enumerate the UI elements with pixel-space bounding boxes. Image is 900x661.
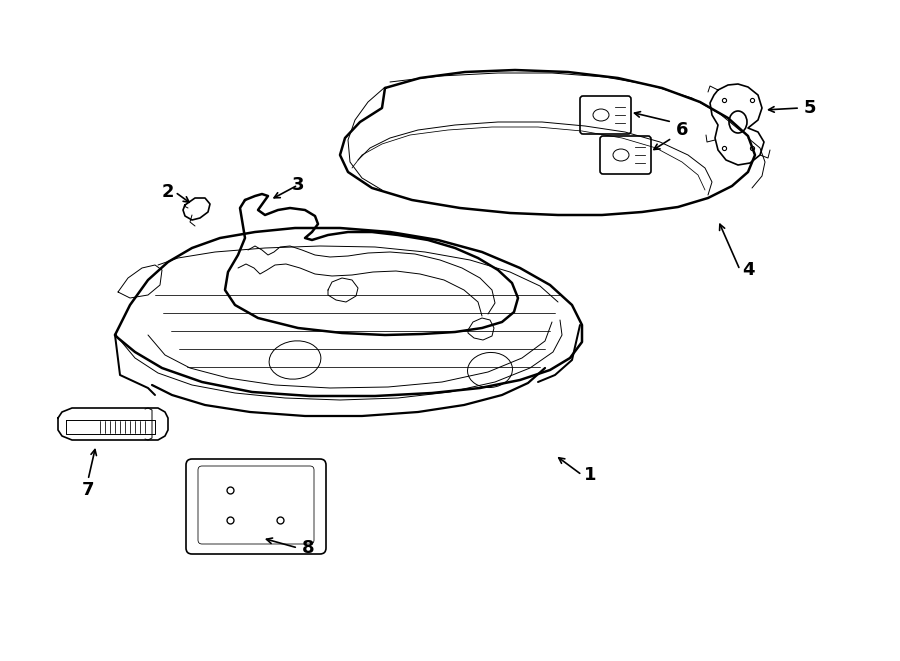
Text: 8: 8 [302,539,314,557]
Text: 1: 1 [584,466,596,484]
Text: 5: 5 [804,99,816,117]
Text: 3: 3 [292,176,304,194]
Text: 2: 2 [162,183,175,201]
Text: 4: 4 [742,261,754,279]
Text: 6: 6 [676,121,688,139]
Text: 7: 7 [82,481,94,499]
